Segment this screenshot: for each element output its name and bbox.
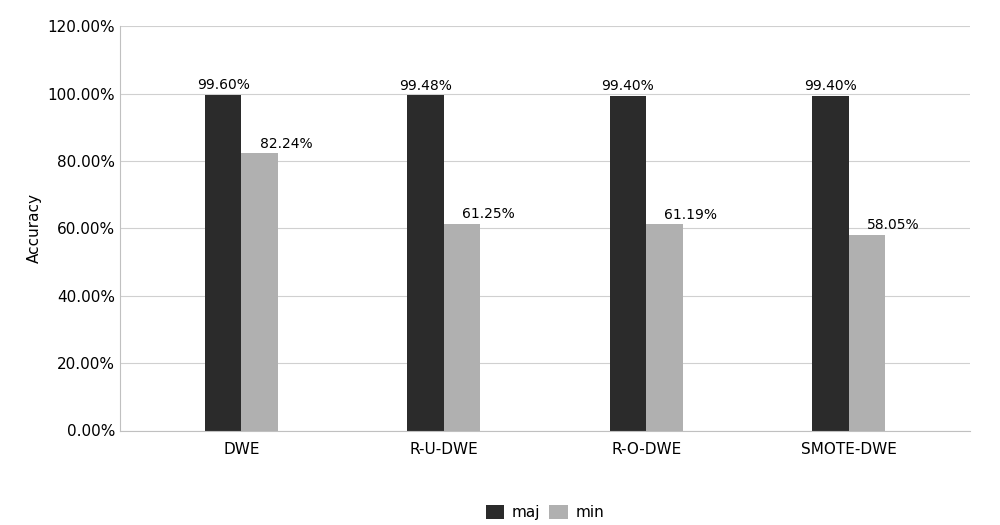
Bar	[812, 96, 849, 430]
Bar	[610, 96, 646, 430]
Text: 99.40%: 99.40%	[602, 79, 654, 93]
Text: 99.48%: 99.48%	[399, 79, 452, 93]
Bar	[646, 224, 683, 430]
Bar	[241, 153, 278, 430]
Bar	[849, 235, 885, 430]
Bar	[407, 96, 444, 430]
Text: 99.40%: 99.40%	[804, 79, 857, 93]
Text: 58.05%: 58.05%	[867, 218, 919, 232]
Bar	[205, 95, 241, 430]
Legend: maj, min: maj, min	[480, 499, 610, 525]
Text: 61.25%: 61.25%	[462, 207, 515, 222]
Text: 99.60%: 99.60%	[197, 78, 250, 92]
Text: 82.24%: 82.24%	[260, 136, 312, 151]
Text: 61.19%: 61.19%	[664, 208, 717, 222]
Y-axis label: Accuracy: Accuracy	[27, 193, 42, 264]
Bar	[444, 224, 480, 430]
